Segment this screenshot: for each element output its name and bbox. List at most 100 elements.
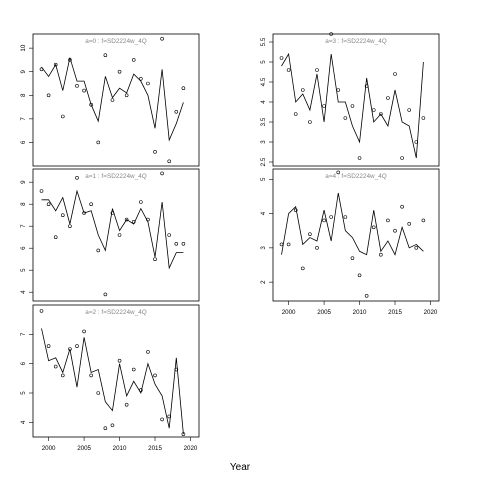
observed-point	[421, 218, 426, 223]
observed-point	[110, 211, 115, 215]
observed-point	[400, 204, 404, 209]
x-tick-label: 2005	[317, 309, 331, 316]
y-tick-label: 4	[260, 211, 267, 215]
y-tick-label: 7	[20, 117, 27, 121]
y-tick-label: 9	[20, 69, 27, 73]
observed-point	[53, 62, 58, 67]
observed-point	[350, 256, 355, 260]
observed-point	[300, 266, 305, 271]
observed-point	[131, 220, 136, 224]
observed-point	[89, 202, 93, 206]
panel-frame	[32, 168, 200, 302]
observed-point	[160, 171, 164, 176]
observed-point	[181, 86, 186, 91]
observed-point	[379, 112, 383, 116]
panel-title: a=4 : f=SD2224w_4Q	[325, 173, 386, 180]
observed-point	[350, 104, 355, 108]
observed-point	[329, 32, 333, 36]
fitted-line	[41, 57, 184, 142]
observed-point	[293, 112, 298, 116]
y-tick-label: 5	[20, 391, 27, 395]
observed-point	[414, 246, 419, 250]
observed-point	[82, 211, 86, 215]
observed-point	[103, 292, 108, 297]
fitted-line	[281, 52, 424, 159]
y-tick-label: 10	[20, 44, 27, 51]
observed-point	[357, 156, 362, 160]
x-tick-label: 2015	[148, 445, 162, 452]
observed-point	[293, 208, 298, 212]
panel-frame	[272, 168, 440, 302]
observed-point	[329, 215, 333, 219]
observed-point	[364, 84, 369, 88]
y-tick-label: 8	[20, 202, 27, 206]
observed-point	[68, 224, 72, 228]
observed-point	[300, 88, 305, 92]
observed-point	[315, 246, 319, 250]
observed-point	[46, 344, 51, 348]
observed-point	[393, 72, 397, 76]
observed-point	[110, 423, 115, 428]
observed-point	[124, 402, 129, 407]
observed-point	[393, 228, 397, 233]
observed-point	[322, 104, 326, 108]
fitted-line	[41, 328, 184, 435]
y-tick-label: 5	[20, 268, 27, 272]
observed-point	[46, 93, 51, 98]
observed-point	[414, 140, 419, 144]
panel-frame	[32, 33, 200, 167]
observed-point	[117, 358, 122, 363]
observed-point	[407, 108, 412, 112]
observed-point	[139, 76, 143, 81]
x-tick-label: 2010	[353, 309, 367, 316]
observed-point	[39, 309, 44, 313]
observed-point	[53, 364, 58, 369]
observed-point	[308, 120, 312, 124]
x-tick-label: 2020	[424, 309, 438, 316]
observed-point	[68, 58, 72, 62]
x-tick-label: 2020	[184, 445, 198, 452]
y-tick-label: 4	[260, 100, 267, 104]
y-tick-label: 5.5	[260, 37, 267, 46]
observed-point	[400, 156, 404, 160]
observed-point	[82, 329, 86, 334]
observed-point	[322, 218, 326, 223]
observed-point	[110, 98, 115, 102]
y-tick-label: 4	[20, 420, 27, 424]
observed-point	[336, 88, 341, 92]
observed-point	[153, 373, 157, 378]
observed-point	[124, 93, 129, 98]
observed-point	[139, 200, 143, 204]
observed-point	[117, 69, 122, 74]
observed-point	[386, 218, 390, 223]
observed-point	[336, 170, 341, 175]
panel-title: a=0 : f=SD2224w_4Q	[85, 38, 146, 45]
y-tick-label: 4	[20, 290, 27, 294]
observed-point	[96, 140, 101, 145]
observed-point	[82, 88, 86, 93]
observed-point	[96, 248, 101, 253]
observed-point	[407, 222, 412, 226]
observed-point	[279, 56, 284, 60]
y-tick-label: 2	[260, 280, 267, 284]
observed-point	[60, 114, 65, 119]
observed-point	[103, 426, 108, 431]
fitted-line	[281, 192, 424, 256]
observed-point	[386, 96, 390, 100]
panel-3: a=3 : f=SD2224w_4Q 2.5 3 3.5 4 4.5 5 5.5	[260, 32, 440, 167]
y-tick-label: 4.5	[260, 77, 267, 86]
observed-point	[315, 68, 319, 72]
observed-point	[343, 215, 348, 219]
observed-point	[279, 242, 284, 247]
observed-point	[75, 176, 79, 180]
x-tick-label: 2015	[388, 309, 402, 316]
observed-point	[421, 116, 426, 120]
observed-point	[174, 242, 179, 246]
observed-point	[103, 53, 108, 58]
x-axis-label: Year	[230, 462, 251, 473]
panel-frame	[32, 304, 200, 438]
observed-point	[160, 36, 164, 41]
panel-0: a=0 : f=SD2224w_4Q 6 7 8 9 10	[20, 33, 200, 167]
y-tick-label: 7	[20, 224, 27, 228]
